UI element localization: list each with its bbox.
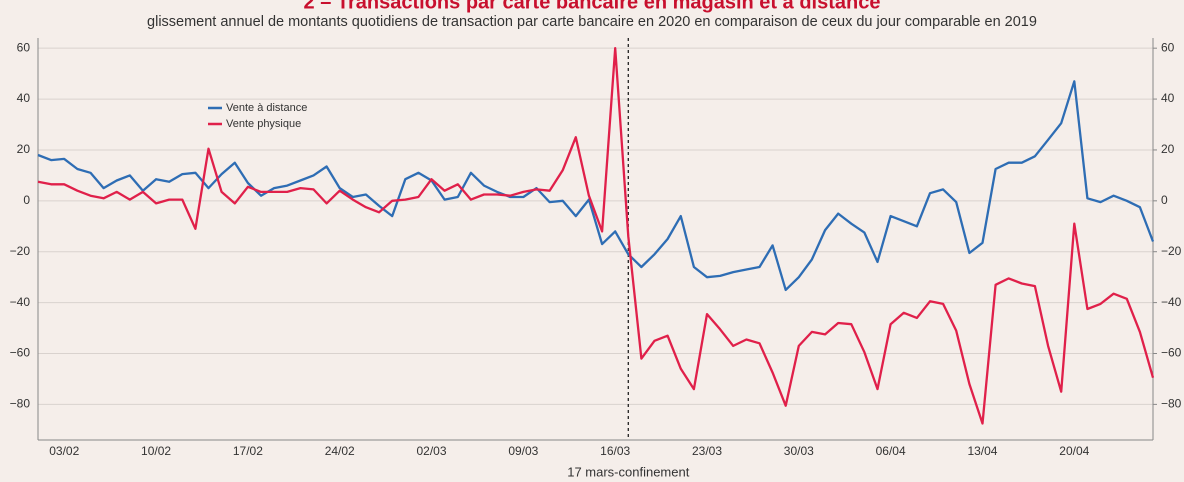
chart-subtitle: glissement annuel de montants quotidiens… bbox=[147, 14, 1037, 30]
x-tick-label: 02/03 bbox=[417, 444, 447, 458]
x-tick-label: 03/02 bbox=[49, 444, 79, 458]
y2-tick-label: −80 bbox=[1161, 397, 1182, 411]
event-label: 17 mars-confinement bbox=[567, 464, 689, 479]
x-tick-label: 17/02 bbox=[233, 444, 263, 458]
y-tick-label: 20 bbox=[17, 142, 31, 156]
y2-tick-label: 60 bbox=[1161, 40, 1175, 54]
x-tick-label: 09/03 bbox=[508, 444, 538, 458]
y-tick-label: −80 bbox=[10, 397, 31, 411]
x-tick-label: 24/02 bbox=[325, 444, 355, 458]
y-tick-label: 40 bbox=[17, 91, 31, 105]
x-tick-label: 20/04 bbox=[1059, 444, 1089, 458]
series-line bbox=[37, 47, 1155, 425]
y2-tick-label: −60 bbox=[1161, 346, 1182, 360]
y2-tick-label: 40 bbox=[1161, 91, 1175, 105]
x-tick-label: 30/03 bbox=[784, 444, 814, 458]
legend-label: Vente physique bbox=[226, 118, 301, 130]
y-tick-label: 0 bbox=[23, 193, 30, 207]
x-tick-label: 10/02 bbox=[141, 444, 171, 458]
y-tick-label: −20 bbox=[10, 244, 31, 258]
y2-tick-label: 0 bbox=[1161, 193, 1168, 207]
x-tick-label: 23/03 bbox=[692, 444, 722, 458]
y2-tick-label: −40 bbox=[1161, 295, 1182, 309]
legend-label: Vente à distance bbox=[226, 102, 307, 114]
y-tick-label: −40 bbox=[10, 295, 31, 309]
y-tick-label: 60 bbox=[17, 40, 31, 54]
y2-tick-label: −20 bbox=[1161, 244, 1182, 258]
y2-tick-label: 20 bbox=[1161, 142, 1175, 156]
x-tick-label: 16/03 bbox=[600, 444, 630, 458]
x-tick-label: 13/04 bbox=[967, 444, 997, 458]
series-line bbox=[37, 80, 1155, 292]
x-tick-label: 06/04 bbox=[876, 444, 906, 458]
y-tick-label: −60 bbox=[10, 346, 31, 360]
chart-title: 2 – Transactions par carte bancaire en m… bbox=[304, 0, 881, 13]
